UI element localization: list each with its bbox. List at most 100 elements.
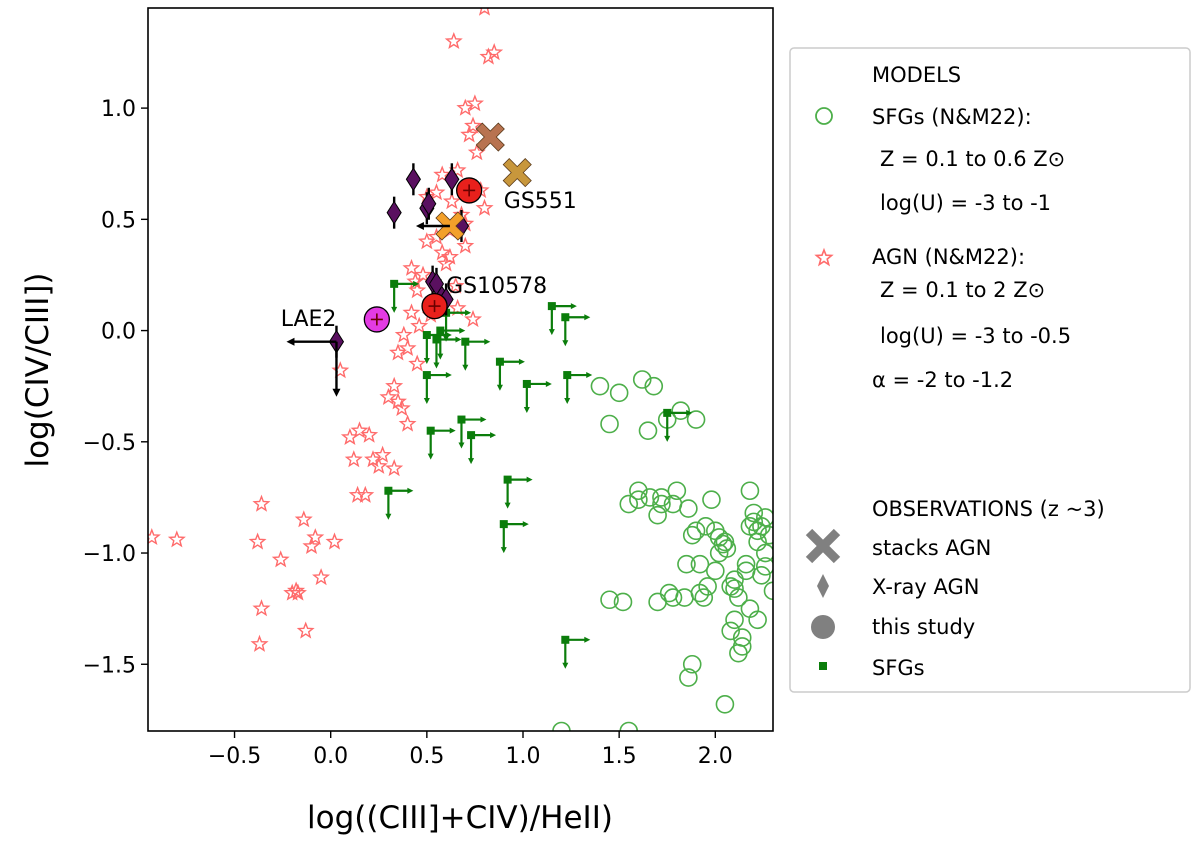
legend-agn-model-label: AGN (N&M22): — [872, 245, 1025, 269]
agn-model-point — [360, 425, 379, 443]
sfg-model-point — [715, 695, 735, 714]
agn-model-point — [460, 125, 479, 143]
sfg-model-point — [648, 505, 667, 525]
sfg-model-point — [706, 561, 725, 581]
sfg-obs-arrowhead-right — [526, 476, 533, 483]
this-study-point — [456, 177, 483, 204]
sfg-model-point — [686, 521, 706, 541]
sfg-obs-point — [390, 279, 420, 313]
sfg-model-point — [648, 592, 667, 612]
stack-agn-marker — [502, 158, 532, 188]
sfg-model-point — [644, 376, 664, 396]
sfg-obs-point — [522, 379, 552, 413]
sfg-model-point — [671, 401, 690, 420]
agn-model-point — [369, 456, 388, 474]
agn-model-point — [385, 376, 404, 394]
sfg-obs-point — [467, 431, 497, 465]
xray-agn-marker — [386, 200, 402, 225]
agn-model-point — [398, 414, 417, 432]
legend: MODELS SFGs (N&M22): Z = 0.1 to 0.6 Z⊙ l… — [789, 47, 1191, 693]
sfg-model-point — [725, 579, 744, 598]
sfg-obs-marker — [467, 431, 476, 440]
sfg-obs-point — [461, 337, 491, 371]
sfg-obs-arrowhead-right — [586, 372, 593, 379]
xray-agn-point — [444, 163, 460, 196]
sfg-obs-point — [384, 486, 414, 520]
agn-model-point — [287, 581, 306, 599]
sfg-model-point — [698, 577, 717, 596]
y-tick-label: −1.0 — [83, 542, 136, 567]
sfg-obs-marker — [503, 475, 512, 484]
this-study-point — [421, 292, 448, 320]
sfg-model-point — [686, 410, 706, 429]
sfg-obs-arrowhead-down — [462, 364, 469, 371]
sfg-obs-marker — [561, 635, 570, 644]
agn-model-point — [350, 421, 369, 439]
agn-model-point — [456, 236, 475, 254]
sfg-obs-marker — [663, 408, 672, 417]
agn-model-point — [294, 510, 313, 528]
y-tick-label: 0.0 — [101, 320, 136, 345]
sfg-model-point — [725, 570, 744, 590]
sfg-obs-arrowhead-down — [427, 453, 434, 460]
sfg-model-point — [756, 508, 773, 527]
sfg-model-point — [682, 525, 702, 545]
x-tick-label: 1.5 — [602, 744, 637, 769]
sfg-obs-arrowhead-right — [455, 336, 462, 343]
sfg-obs-arrowhead-right — [570, 303, 577, 310]
sfg-obs-marker — [422, 371, 431, 380]
agn-model-point — [148, 528, 161, 546]
sfg-model-point — [609, 383, 629, 403]
sfg-obs-arrowhead-down — [500, 547, 507, 554]
sfg-model-point — [756, 557, 773, 576]
sfg-obs-marker — [432, 335, 441, 344]
agn-model-point — [331, 361, 350, 379]
legend-this-study-marker — [811, 615, 835, 639]
sfg-obs-marker — [499, 520, 508, 529]
sfg-obs-marker — [495, 357, 504, 366]
stack-agn-point — [502, 158, 532, 188]
sfg-model-point — [619, 721, 639, 731]
sfg-model-point — [552, 721, 571, 731]
sfg-model-point — [679, 668, 698, 687]
legend-agn-model-marker — [814, 247, 834, 267]
sfg-obs-arrowhead-down — [423, 358, 430, 365]
sfg-obs-arrowhead-down — [433, 362, 440, 369]
sfg-obs-arrowhead-right — [413, 280, 420, 287]
sfg-obs-arrowhead-right — [445, 372, 452, 379]
sfg-model-point — [756, 543, 773, 563]
sfg-obs-marker — [457, 415, 466, 424]
sfg-model-point — [752, 565, 771, 585]
sfg-obs-point — [547, 302, 577, 336]
sfg-obs-arrowhead-down — [391, 306, 398, 313]
agn-model-point — [427, 183, 446, 201]
sfg-model-point — [590, 376, 610, 396]
sfg-model-point — [696, 517, 715, 536]
xray-agn-point — [421, 187, 437, 220]
sfg-obs-marker — [563, 371, 572, 380]
agn-model-point — [464, 309, 482, 328]
this-study-point — [363, 306, 390, 333]
sfg-model-point — [744, 512, 764, 532]
agn-model-point — [402, 258, 421, 276]
legend-agn-model-z: Z = 0.1 to 2 Z⊙ — [880, 278, 1045, 302]
x-axis-label: log((CIII]+CIV)/HeII) — [307, 800, 613, 836]
xray-agn-arrowhead-down — [332, 388, 341, 397]
agn-model-point — [389, 392, 407, 410]
sfg-obs-point — [563, 371, 593, 405]
axis-ticks: −0.5 0.0 0.5 1.0 1.5 2.0 −1.5 −1.0 −0.5 0.0 0.5 1.0 — [83, 97, 733, 769]
sfg-obs-marker — [547, 302, 556, 311]
sfg-obs-arrowhead-down — [523, 406, 530, 413]
agn-model-point — [252, 599, 271, 617]
y-axis-label: log(CIV/CIII]) — [20, 272, 56, 467]
sfg-obs-arrowhead-down — [437, 353, 444, 360]
plot-frame — [147, 7, 774, 732]
stack-agn-marker — [475, 122, 505, 152]
sfg-model-point — [759, 525, 773, 545]
legend-agn-model-alpha: α = -2 to -1.2 — [872, 368, 1013, 392]
sfg-obs-marker — [461, 337, 470, 346]
sfg-obs-arrowhead-down — [564, 398, 571, 405]
plot-marks — [148, 8, 773, 731]
agn-model-point — [440, 247, 459, 265]
sfg-obs-point — [457, 415, 487, 449]
